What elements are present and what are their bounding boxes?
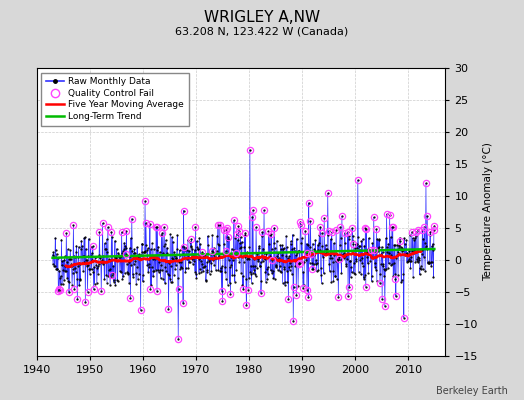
Text: 63.208 N, 123.422 W (Canada): 63.208 N, 123.422 W (Canada)	[176, 26, 348, 36]
Text: WRIGLEY A,NW: WRIGLEY A,NW	[204, 10, 320, 25]
Y-axis label: Temperature Anomaly (°C): Temperature Anomaly (°C)	[483, 142, 494, 282]
Legend: Raw Monthly Data, Quality Control Fail, Five Year Moving Average, Long-Term Tren: Raw Monthly Data, Quality Control Fail, …	[41, 72, 189, 126]
Text: Berkeley Earth: Berkeley Earth	[436, 386, 508, 396]
